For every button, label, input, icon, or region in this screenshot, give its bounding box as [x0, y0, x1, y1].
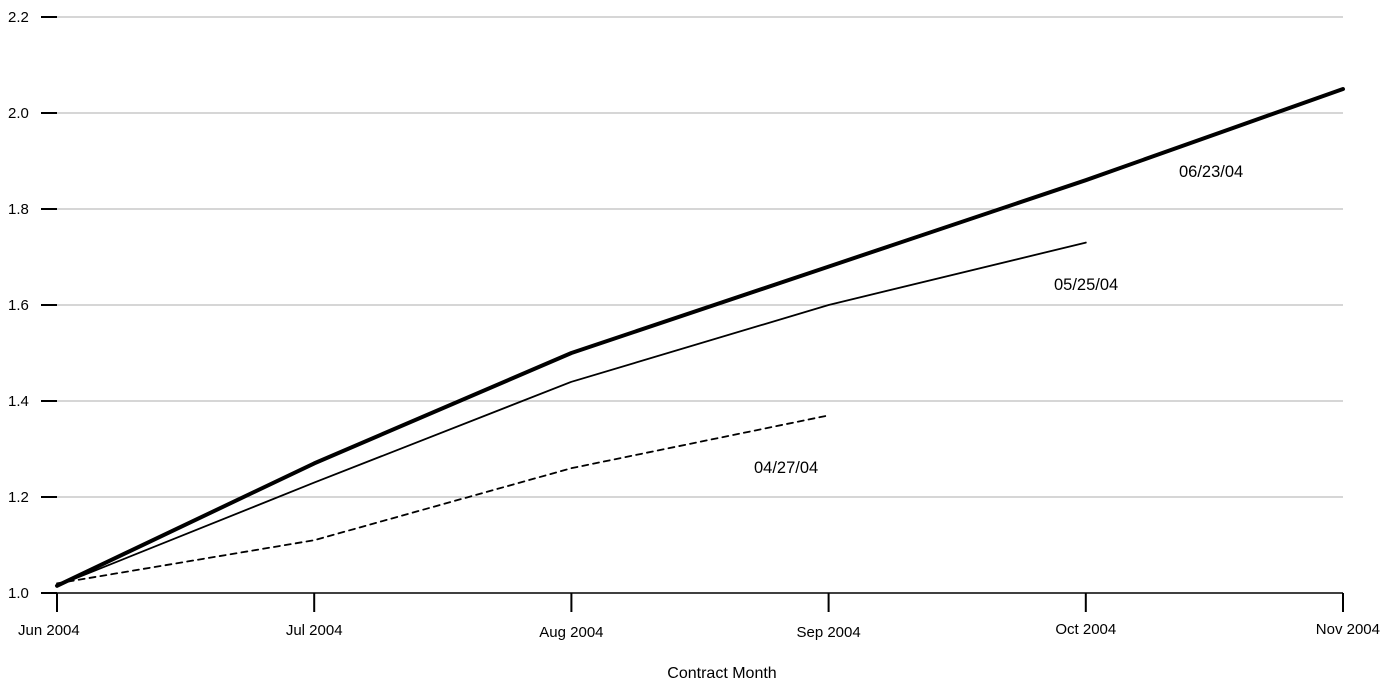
series-lines [55, 87, 1345, 588]
y-tick-label: 1.4 [8, 393, 29, 410]
x-tick-label: Oct 2004 [1055, 621, 1116, 638]
y-tick-label: 2.2 [8, 9, 29, 26]
y-axis: 1.0 1.2 1.4 1.6 1.8 2.0 2.2 [8, 9, 57, 602]
y-tick-label: 1.2 [8, 489, 29, 506]
series-line-2 [55, 87, 1345, 588]
x-tick-label: Sep 2004 [796, 624, 860, 641]
series-line-1 [56, 241, 1087, 587]
y-tick-label: 2.0 [8, 105, 29, 122]
series-labels: 04/27/04 05/25/04 06/23/04 [754, 163, 1243, 477]
x-tick-label: Jun 2004 [18, 622, 80, 639]
series-label-2: 06/23/04 [1179, 163, 1243, 181]
y-tick-label: 1.6 [8, 297, 29, 314]
x-axis-title: Contract Month [667, 665, 776, 682]
x-tick-label: Nov 2004 [1316, 621, 1380, 638]
x-tick-label: Aug 2004 [539, 624, 603, 641]
series-line-0 [56, 414, 830, 585]
x-tick-label: Jul 2004 [286, 622, 343, 639]
series-label-0: 04/27/04 [754, 459, 818, 477]
y-tick-label: 1.0 [8, 585, 29, 602]
grid-lines [57, 16, 1343, 498]
series-label-1: 05/25/04 [1054, 276, 1118, 294]
y-tick-label: 1.8 [8, 201, 29, 218]
x-axis: Jun 2004 Jul 2004 Aug 2004 Sep 2004 Oct 2004… [18, 592, 1380, 641]
